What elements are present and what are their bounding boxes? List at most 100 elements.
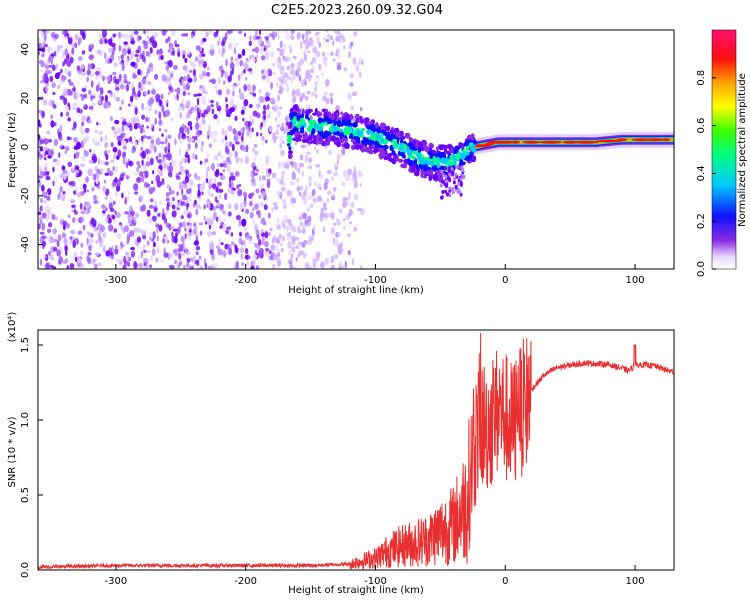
noise-speck	[137, 90, 141, 98]
spectrogram-plot-frame	[37, 29, 675, 270]
noise-speck	[195, 130, 201, 138]
noise-speck	[174, 138, 177, 146]
noise-speck	[192, 255, 197, 262]
noise-speck	[183, 209, 189, 215]
noise-speck	[56, 240, 60, 248]
noise-speck	[222, 169, 225, 173]
noise-speck	[75, 165, 80, 171]
noise-speck	[193, 75, 197, 83]
noise-speck	[266, 252, 270, 258]
noise-speck	[156, 235, 159, 242]
signal-speck	[370, 143, 376, 150]
noise-speck	[304, 144, 308, 149]
noise-speck	[152, 231, 156, 240]
signal-speck	[440, 195, 444, 200]
noise-speck	[243, 69, 246, 74]
noise-speck	[325, 97, 330, 105]
noise-speck	[174, 40, 178, 46]
signal-speck	[344, 113, 351, 120]
noise-speck	[301, 241, 304, 248]
noise-speck	[38, 166, 42, 170]
noise-speck	[314, 146, 317, 151]
noise-speck	[121, 125, 125, 132]
noise-speck	[61, 51, 65, 59]
noise-speck	[130, 250, 135, 258]
noise-speck	[335, 166, 338, 171]
noise-speck	[193, 93, 198, 97]
signal-speck	[293, 105, 299, 111]
noise-speck	[280, 151, 285, 157]
noise-speck	[113, 75, 117, 84]
noise-speck	[190, 33, 194, 39]
noise-speck	[170, 73, 174, 78]
noise-speck	[76, 107, 81, 114]
noise-speck	[218, 194, 222, 199]
noise-speck	[52, 91, 56, 96]
noise-speck	[284, 56, 289, 63]
noise-speck	[236, 260, 239, 269]
noise-speck	[221, 138, 225, 144]
noise-speck	[224, 32, 228, 40]
noise-speck	[187, 232, 191, 238]
noise-speck	[274, 236, 280, 241]
noise-speck	[297, 186, 300, 194]
noise-speck	[103, 76, 107, 81]
noise-speck	[250, 265, 255, 269]
noise-speck	[114, 177, 118, 183]
noise-speck	[129, 136, 132, 143]
signal-speck	[330, 135, 336, 142]
noise-speck	[241, 135, 244, 142]
noise-speck	[150, 135, 155, 139]
noise-speck	[316, 31, 320, 35]
noise-speck	[136, 122, 141, 129]
noise-speck	[280, 79, 284, 85]
noise-speck	[42, 31, 45, 39]
noise-speck	[287, 240, 292, 249]
noise-speck	[318, 170, 321, 178]
noise-speck	[245, 208, 250, 215]
noise-speck	[252, 147, 256, 153]
noise-speck	[322, 51, 325, 57]
noise-speck	[241, 109, 245, 115]
noise-speck	[226, 88, 231, 95]
noise-speck	[210, 44, 214, 48]
signal-speck	[438, 144, 442, 148]
noise-speck	[206, 152, 209, 159]
noise-speck	[69, 56, 74, 64]
noise-speck	[139, 171, 144, 177]
noise-speck	[286, 232, 289, 237]
noise-speck	[81, 115, 84, 121]
noise-speck	[292, 225, 297, 233]
noise-speck	[124, 196, 128, 205]
noise-speck	[283, 30, 289, 34]
noise-speck	[125, 158, 128, 163]
noise-speck	[245, 76, 248, 81]
noise-speck	[107, 217, 112, 224]
noise-speck	[336, 154, 339, 161]
noise-speck	[48, 236, 51, 244]
noise-speck	[228, 141, 233, 148]
noise-speck	[213, 114, 218, 120]
noise-speck	[194, 224, 198, 232]
noise-speck	[254, 249, 258, 255]
signal-speck	[457, 181, 461, 186]
signal-speck	[286, 137, 291, 143]
noise-speck	[48, 55, 54, 63]
spectrogram-y-tick-label: 0	[20, 144, 31, 150]
noise-speck	[282, 74, 286, 81]
noise-speck	[118, 31, 122, 39]
noise-speck	[62, 170, 68, 175]
noise-speck	[121, 48, 127, 56]
noise-speck	[291, 163, 294, 168]
signal-speck	[389, 129, 395, 134]
noise-speck	[237, 53, 242, 59]
noise-speck	[225, 229, 229, 234]
noise-speck	[97, 157, 101, 165]
noise-speck	[206, 105, 211, 113]
noise-speck	[201, 58, 205, 65]
noise-speck	[39, 231, 45, 235]
noise-speck	[93, 194, 97, 201]
noise-speck	[57, 131, 63, 139]
noise-speck	[39, 205, 43, 212]
noise-speck	[180, 235, 185, 243]
